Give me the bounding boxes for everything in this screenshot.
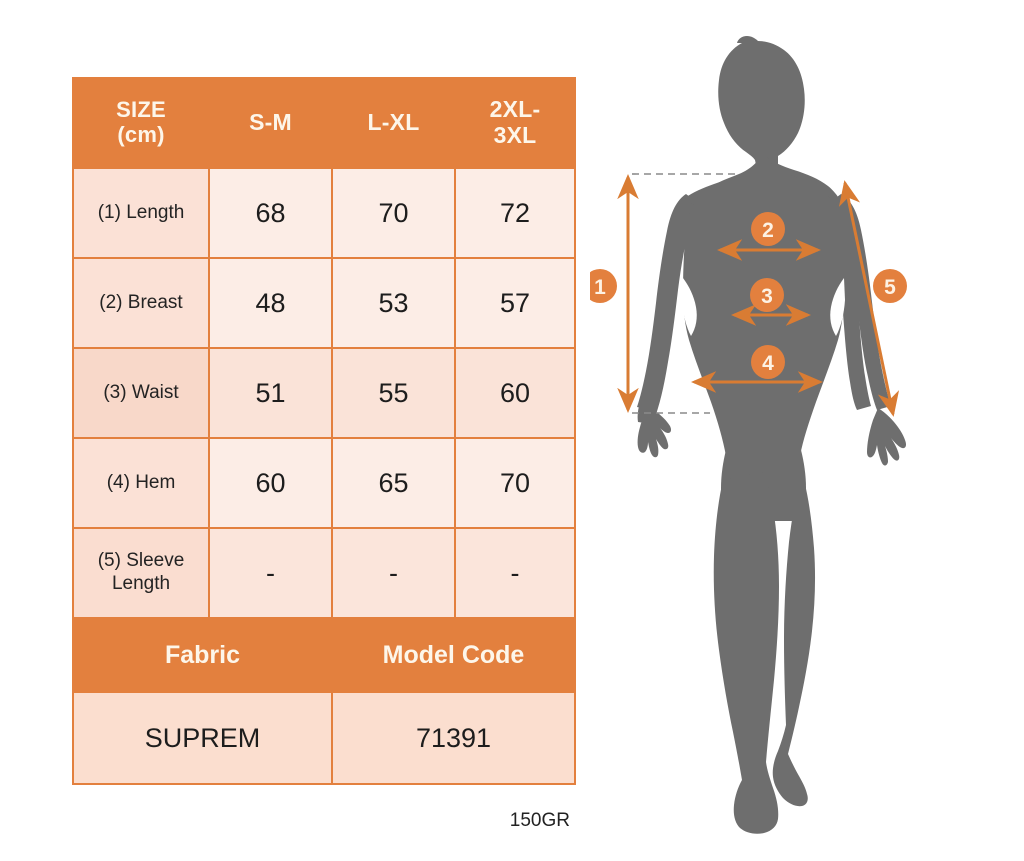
badge-2: 2 bbox=[751, 212, 785, 246]
table-header-row: SIZE (cm) S-M L-XL 2XL- 3XL bbox=[72, 77, 576, 169]
badge-4-label: 4 bbox=[762, 352, 774, 375]
row-label-sleeve-length-line2: Length bbox=[111, 573, 171, 594]
cell-hem-l-xl: 65 bbox=[331, 437, 456, 529]
cell-breast-l-xl: 53 bbox=[331, 257, 456, 349]
cell-breast-2xl-3xl: 57 bbox=[454, 257, 576, 349]
row-label-breast: (2) Breast bbox=[72, 257, 210, 349]
arrow-sleeve-length bbox=[838, 180, 900, 417]
column-header-s-m: S-M bbox=[208, 77, 333, 169]
table-row: (2) Breast 48 53 57 bbox=[72, 257, 576, 349]
column-header-size: SIZE (cm) bbox=[72, 77, 210, 169]
table-row: (3) Waist 51 55 60 bbox=[72, 347, 576, 439]
badge-1: 1 bbox=[590, 269, 617, 303]
table-row: (5) Sleeve Length - - - bbox=[72, 527, 576, 619]
subheader-fabric: Fabric bbox=[72, 617, 333, 693]
cell-waist-s-m: 51 bbox=[208, 347, 333, 439]
column-header-2xl-3xl-line2: 3XL bbox=[493, 122, 537, 148]
column-header-2xl-3xl: 2XL- 3XL bbox=[454, 77, 576, 169]
cell-waist-2xl-3xl: 60 bbox=[454, 347, 576, 439]
badge-5-label: 5 bbox=[884, 276, 896, 299]
column-header-size-label: SIZE bbox=[116, 97, 166, 123]
badge-1-label: 1 bbox=[594, 276, 606, 299]
cell-hem-2xl-3xl: 70 bbox=[454, 437, 576, 529]
size-chart-table: SIZE (cm) S-M L-XL 2XL- 3XL (1) Length 6… bbox=[72, 77, 576, 785]
cell-sleeve-l-xl: - bbox=[331, 527, 456, 619]
column-header-2xl-3xl-line1: 2XL- bbox=[489, 96, 541, 123]
measurement-badges: 1 2 3 4 5 bbox=[590, 212, 907, 379]
measurement-figure: 1 2 3 4 5 bbox=[590, 10, 990, 850]
female-silhouette-icon bbox=[637, 36, 906, 834]
cell-length-l-xl: 70 bbox=[331, 167, 456, 259]
fabric-weight-note: 150GR bbox=[509, 810, 570, 831]
row-label-length: (1) Length bbox=[72, 167, 210, 259]
badge-4: 4 bbox=[751, 345, 785, 379]
cell-length-s-m: 68 bbox=[208, 167, 333, 259]
row-label-sleeve-length: (5) Sleeve Length bbox=[72, 527, 210, 619]
badge-3-label: 3 bbox=[761, 285, 773, 308]
measurement-annotations bbox=[617, 173, 900, 417]
badge-3: 3 bbox=[750, 278, 784, 312]
cell-length-2xl-3xl: 72 bbox=[454, 167, 576, 259]
row-label-hem: (4) Hem bbox=[72, 437, 210, 529]
column-header-l-xl: L-XL bbox=[331, 77, 456, 169]
badge-2-label: 2 bbox=[762, 219, 774, 242]
cell-sleeve-s-m: - bbox=[208, 527, 333, 619]
table-subheader-row: Fabric Model Code bbox=[72, 617, 576, 693]
cell-hem-s-m: 60 bbox=[208, 437, 333, 529]
cell-breast-s-m: 48 bbox=[208, 257, 333, 349]
cell-fabric-value: SUPREM bbox=[72, 691, 333, 785]
column-header-size-unit: (cm) bbox=[117, 122, 165, 147]
badge-5: 5 bbox=[873, 269, 907, 303]
cell-waist-l-xl: 55 bbox=[331, 347, 456, 439]
subheader-model-code: Model Code bbox=[331, 617, 576, 693]
cell-sleeve-2xl-3xl: - bbox=[454, 527, 576, 619]
cell-model-code-value: 71391 bbox=[331, 691, 576, 785]
table-row: (4) Hem 60 65 70 bbox=[72, 437, 576, 529]
table-row: (1) Length 68 70 72 bbox=[72, 167, 576, 259]
row-label-waist: (3) Waist bbox=[72, 347, 210, 439]
row-label-sleeve-length-line1: (5) Sleeve bbox=[97, 550, 185, 572]
size-chart-table-container: SIZE (cm) S-M L-XL 2XL- 3XL (1) Length 6… bbox=[72, 77, 576, 785]
table-subvalue-row: SUPREM 71391 bbox=[72, 691, 576, 785]
